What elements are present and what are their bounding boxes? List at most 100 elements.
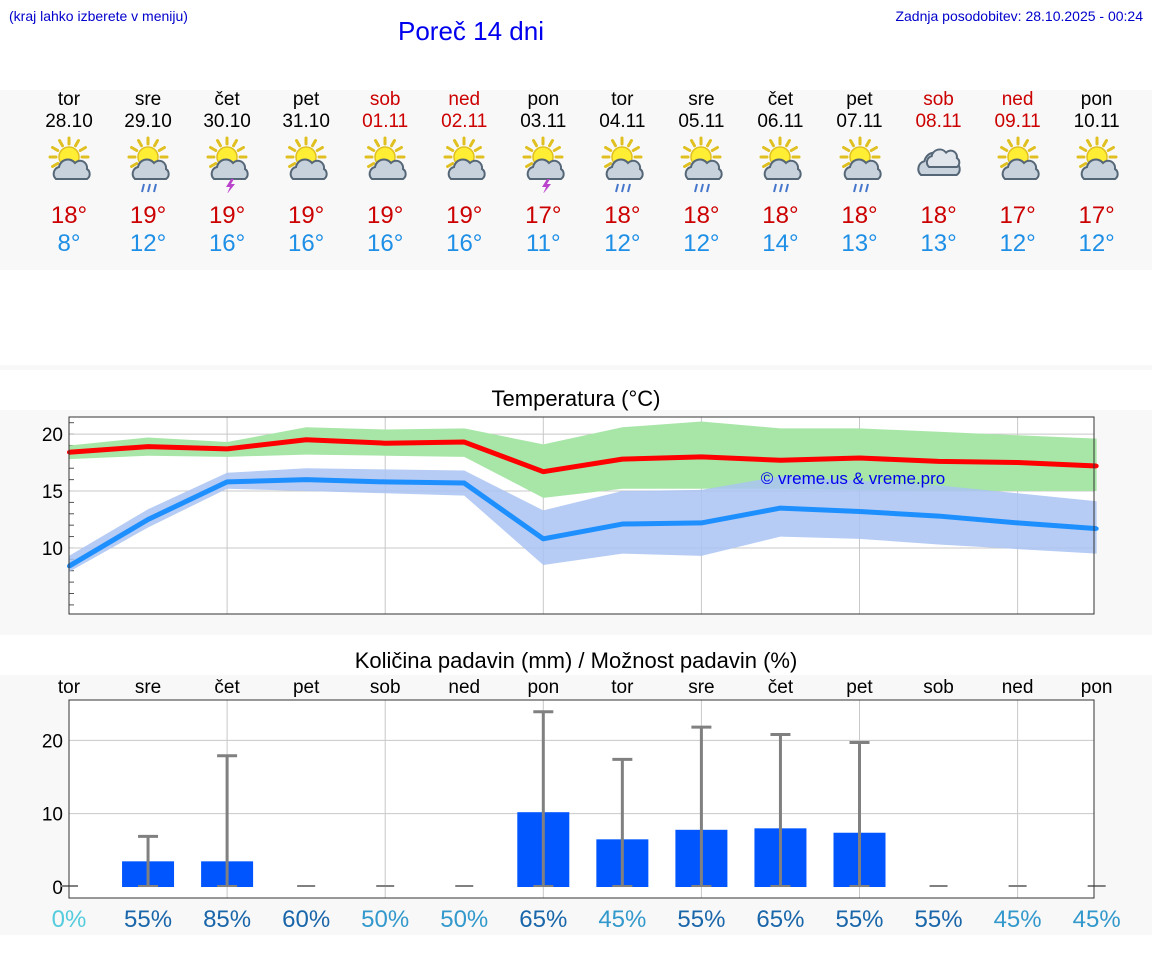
temp-max: 18° [762,202,799,229]
day-date: 01.11 [362,111,409,132]
y-tick-label: 15 [42,482,63,503]
day-name: sre [134,89,162,110]
day-name: tor [611,89,634,110]
day-date: 31.10 [282,111,330,132]
divider [0,365,1152,370]
forecast-day: pet 31.10 19° 16° [266,89,346,258]
watermark: © vreme.us & vreme.pro [761,469,945,488]
temp-max: 17° [525,202,562,229]
temp-min: 13° [920,230,957,257]
forecast-day: sob 01.11 19° 16° [345,89,425,258]
temp-min-point [1015,520,1020,525]
temp-max-point [1015,460,1020,465]
temp-min-point [778,506,783,511]
forecast-day: pon 10.11 17° 12° [1057,89,1137,258]
day-date: 07.11 [836,111,883,132]
forecast-day: sre 29.10 19° 12° [108,89,188,258]
sun-thunder-icon [522,136,565,194]
forecast-day: pet 07.11 18° 13° [820,89,900,258]
forecast-day: sre 05.11 18° 12° [661,89,741,258]
sun-cloud-icon [997,136,1040,180]
y-tick-label: 10 [42,539,63,560]
temp-max-point [146,444,151,449]
day-date: 03.11 [520,111,567,132]
temp-min-point [936,514,941,519]
forecast-day: čet 06.11 18° 14° [740,89,820,258]
temp-min: 14° [762,230,799,257]
temp-max: 18° [604,202,641,229]
temp-min-point [857,509,862,514]
sun-cloud-icon [1076,136,1119,180]
day-name: pet [292,89,320,110]
temp-min: 16° [446,230,483,257]
sun-cloud-rain-icon [759,136,803,193]
temp-max-point [620,457,625,462]
day-date: 08.11 [915,111,962,132]
temp-min: 12° [129,230,167,257]
day-date: 06.11 [757,111,804,132]
temp-min: 16° [367,230,404,257]
temp-min: 16° [208,230,246,257]
forecast-day: tor 28.10 18° 8° [29,89,109,258]
day-name: tor [57,89,81,110]
temp-min-point [462,481,467,486]
temp-min-point [1094,526,1099,531]
temp-min-point [146,517,151,522]
day-date: 10.11 [1073,111,1120,132]
temp-max: 18° [683,202,720,229]
temp-max-point [857,455,862,460]
sun-cloud-icon [364,136,407,180]
temp-min: 16° [287,230,325,257]
temp-max-point [383,441,388,446]
sun-cloud-rain-icon [680,136,724,193]
day-name: sob [923,89,954,110]
temperature-chart-title: Temperatura (°C) [491,386,661,411]
forecast-day: pon 03.11 17° 11° [503,89,583,258]
temp-max-line [68,437,1097,475]
temp-max-point [778,458,783,463]
cloud-icon [916,148,961,176]
temp-min-point [304,477,309,482]
sun-cloud-icon [443,136,486,180]
sun-cloud-rain-icon [839,136,882,193]
temp-min-band [69,468,1097,572]
precipitation-chart-title: Količina padavin (mm) / Možnost padavin … [354,648,798,673]
day-date: 09.11 [994,111,1041,132]
temp-max: 18° [50,202,88,229]
day-name: čet [767,89,794,110]
day-date: 28.10 [45,111,93,132]
temp-max-point [699,454,704,459]
temp-max: 19° [208,202,246,229]
temp-min: 12° [999,230,1036,257]
temp-max-point [1094,463,1099,468]
temp-max-point [541,469,546,474]
temp-max: 19° [287,202,325,229]
day-date: 30.10 [203,111,251,132]
temp-min: 8° [57,230,81,257]
temp-min: 13° [841,230,878,257]
forecast-day: sob 08.11 18° 13° [899,89,979,258]
temp-min: 12° [683,230,720,257]
plot-frame [68,416,1095,615]
day-date: 05.11 [678,111,725,132]
last-updated: Zadnja posodobitev: 28.10.2025 - 00:24 [895,8,1143,24]
temp-max: 19° [367,202,404,229]
temp-min-point [225,479,230,484]
temp-max-point [462,440,467,445]
day-date: 29.10 [124,111,172,132]
day-name: sre [688,89,715,110]
forecast-strip [0,90,1152,270]
day-date: 04.11 [599,111,646,132]
day-name: ned [448,89,481,110]
temp-max-point [225,446,230,451]
day-name: sob [369,89,401,110]
temp-max: 18° [841,202,878,229]
temp-max: 19° [129,202,167,229]
sun-cloud-icon [48,136,91,180]
forecast-day: čet 30.10 19° 16° [187,89,267,258]
temp-min: 11° [526,230,561,257]
temp-max: 17° [1078,202,1115,229]
day-date: 02.11 [441,111,488,132]
temp-max-point [936,459,941,464]
temp-max-point [304,437,309,442]
